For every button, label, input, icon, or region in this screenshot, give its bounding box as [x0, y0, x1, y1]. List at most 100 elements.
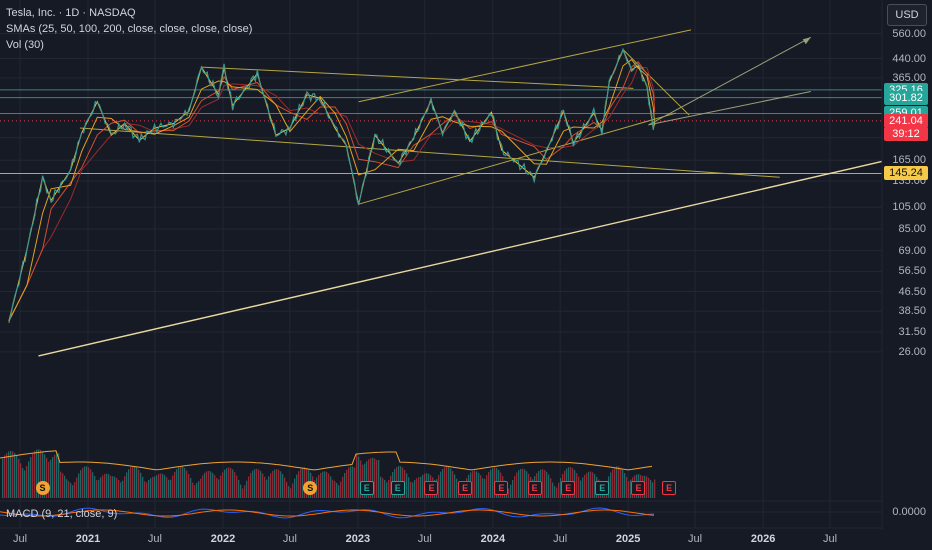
earnings-marker[interactable]: E	[390, 481, 405, 495]
earnings-marker[interactable]: E	[561, 481, 576, 495]
volume-bar	[592, 472, 594, 498]
volume-bar	[246, 480, 248, 498]
volume-bar	[196, 483, 198, 498]
volume-bar	[204, 472, 206, 498]
earnings-marker[interactable]: E	[662, 481, 677, 495]
volume-bar	[38, 449, 40, 498]
volume-bar	[162, 473, 164, 498]
volume-bar	[198, 481, 200, 498]
volume-bar	[78, 473, 80, 498]
volume-bar	[364, 463, 366, 498]
volume-bar	[546, 471, 548, 498]
volume-bar	[482, 478, 484, 498]
volume-bar	[622, 469, 624, 498]
symbol-legend[interactable]: Tesla, Inc. · 1D · NASDAQ	[6, 7, 136, 19]
price-tick-label: 440.00	[892, 52, 926, 65]
volume-bar	[294, 478, 296, 498]
volume-bar	[82, 467, 84, 498]
earnings-marker[interactable]: E	[631, 481, 646, 495]
volume-legend[interactable]: Vol (30)	[6, 39, 44, 51]
volume-bar	[302, 467, 304, 498]
volume-bar	[616, 466, 618, 498]
volume-bar	[378, 460, 380, 498]
volume-bar	[340, 481, 342, 498]
volume-bar	[334, 481, 336, 498]
volume-bar	[76, 477, 78, 498]
trendline	[358, 29, 692, 103]
volume-bar	[624, 473, 626, 498]
split-marker[interactable]: S	[303, 481, 318, 495]
earnings-marker[interactable]: E	[424, 481, 439, 495]
projection-arrowhead	[802, 37, 811, 45]
volume-bar	[628, 481, 630, 498]
volume-bar	[480, 475, 482, 498]
price-axis[interactable]: 560.00440.00365.00205.00165.00135.00105.…	[882, 0, 932, 530]
volume-bar	[654, 479, 656, 498]
volume-bar	[62, 473, 64, 498]
volume-bar	[440, 471, 442, 498]
volume-bar	[376, 460, 378, 498]
volume-bar	[96, 480, 98, 498]
volume-bar	[418, 477, 420, 498]
volume-bar	[68, 481, 70, 498]
volume-bar	[414, 480, 416, 498]
volume-bar	[210, 471, 212, 498]
volume-bar	[348, 467, 350, 498]
volume-bar	[276, 469, 278, 498]
volume-bar	[406, 473, 408, 498]
volume-bar	[356, 453, 358, 498]
volume-bar	[578, 476, 580, 498]
volume-bar	[584, 474, 586, 498]
volume-bar	[74, 482, 76, 498]
volume-bar	[352, 466, 354, 498]
trendline	[358, 112, 676, 205]
volume-bar	[490, 469, 492, 498]
volume-bar	[130, 467, 132, 498]
volume-bar	[550, 478, 552, 498]
volume-bar	[100, 477, 102, 498]
volume-bar	[64, 475, 66, 498]
split-marker[interactable]: S	[35, 481, 50, 495]
volume-bar	[28, 461, 30, 498]
volume-bar	[360, 460, 362, 498]
price-tick-label: 69.00	[898, 244, 926, 257]
earnings-marker[interactable]: E	[359, 481, 374, 495]
price-tick-label: 46.50	[898, 285, 926, 298]
volume-bar	[88, 467, 90, 498]
volume-bar	[648, 477, 650, 498]
volume-bar	[120, 482, 122, 498]
volume-bar	[408, 477, 410, 498]
earnings-marker[interactable]: E	[595, 481, 610, 495]
trendline	[622, 49, 690, 116]
volume-bar	[472, 471, 474, 498]
volume-bar	[350, 466, 352, 498]
volume-bar	[50, 459, 52, 498]
volume-bar	[280, 471, 282, 498]
volume-bar	[30, 457, 32, 498]
volume-bar	[522, 468, 524, 498]
volume-bar	[234, 472, 236, 498]
volume-bar	[144, 481, 146, 498]
sma-legend[interactable]: SMAs (25, 50, 100, 200, close, close, cl…	[6, 23, 253, 35]
volume-bar	[170, 479, 172, 498]
currency-button[interactable]: USD	[887, 4, 927, 26]
volume-bar	[270, 473, 272, 498]
volume-bar	[452, 470, 454, 498]
earnings-marker[interactable]: E	[527, 481, 542, 495]
volume-bar	[650, 479, 652, 498]
time-tick-label: 2026	[750, 533, 776, 545]
macd-legend[interactable]: MACD (9, 21, close, 9)	[6, 508, 118, 520]
price-tick-label: 85.00	[898, 223, 926, 235]
price-series-down-candles	[8, 48, 655, 324]
volume-bar	[136, 467, 138, 498]
volume-bar	[544, 469, 546, 498]
earnings-marker[interactable]: E	[494, 481, 509, 495]
volume-bar	[40, 450, 42, 498]
earnings-marker[interactable]: E	[458, 481, 473, 495]
volume-bar	[594, 474, 596, 498]
volume-bar	[526, 471, 528, 498]
volume-bar	[338, 485, 340, 498]
volume-bar	[228, 467, 230, 498]
time-tick-label: 2024	[480, 533, 506, 545]
